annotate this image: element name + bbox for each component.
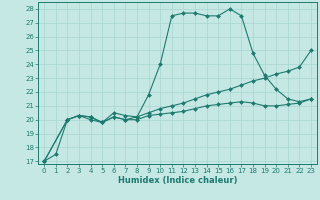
X-axis label: Humidex (Indice chaleur): Humidex (Indice chaleur) <box>118 176 237 185</box>
